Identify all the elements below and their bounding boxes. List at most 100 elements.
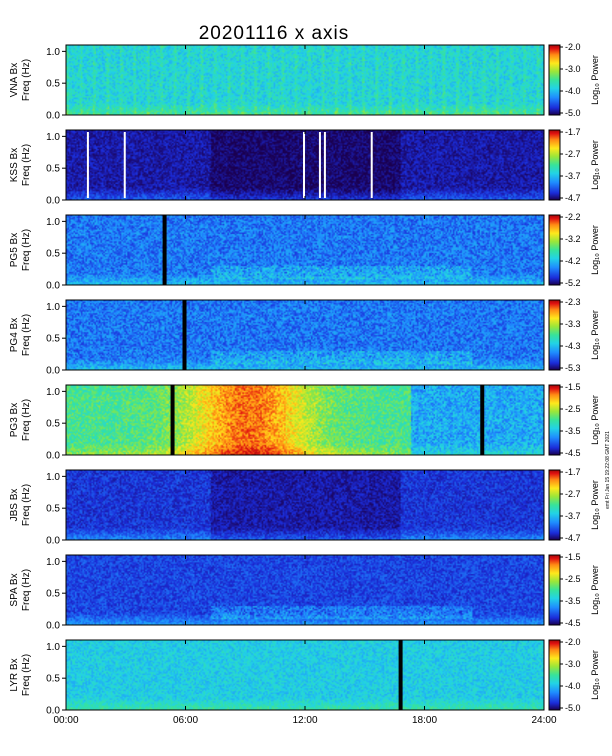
y-tick-label: 0.5 — [46, 249, 60, 260]
panel-vna: 0.0 0.5 1.0 VNA Bx Freq (Hz) -2.0 -3.0 -4.0 -5.0… — [9, 42, 600, 122]
colorbar-label: Log₁₀ Power — [590, 140, 600, 190]
y-tick-label: 0.5 — [46, 674, 60, 685]
spectrogram-heatmap — [66, 470, 544, 540]
colorbar — [548, 129, 561, 201]
freq-axis-label: Freq (Hz) — [21, 144, 32, 186]
colorbar-tick-label: -4.3 — [565, 341, 581, 351]
data-gap-band — [303, 132, 306, 198]
colorbar — [548, 214, 561, 286]
x-tick-label: 06:00 — [173, 715, 198, 726]
colorbar — [548, 469, 561, 541]
colorbar-label: Log₁₀ Power — [590, 565, 600, 615]
data-gap-band — [170, 385, 175, 455]
station-label: KSS Bx — [9, 148, 20, 182]
y-tick-label: 1.0 — [46, 387, 60, 398]
y-tick-label: 1.0 — [46, 132, 60, 143]
colorbar-tick-label: -2.0 — [565, 42, 581, 52]
footnote: emt Fri Jan 15 19:22:08 GMT 2021 — [605, 431, 611, 509]
colorbar-tick-label: -1.5 — [565, 552, 581, 562]
colorbar-tick-label: -3.5 — [565, 596, 581, 606]
colorbar-label: Log₁₀ Power — [590, 480, 600, 530]
y-tick-label: 0.0 — [46, 706, 60, 717]
x-tick-label: 00:00 — [53, 715, 78, 726]
colorbar-label: Log₁₀ Power — [590, 225, 600, 275]
station-label: VNA Bx — [9, 63, 20, 97]
y-tick-label: 1.0 — [46, 642, 60, 653]
colorbar-tick-label: -4.5 — [565, 448, 581, 458]
spectrogram-heatmap — [66, 45, 544, 115]
y-tick-label: 0.5 — [46, 419, 60, 430]
colorbar-label: Log₁₀ Power — [590, 395, 600, 445]
colorbar-tick-label: -2.7 — [565, 149, 581, 159]
colorbar-tick-label: -1.7 — [565, 127, 581, 137]
station-label: SPA Bx — [9, 573, 20, 606]
data-gap-band — [398, 640, 403, 710]
colorbar-tick-label: -2.5 — [565, 574, 581, 584]
colorbar — [548, 44, 561, 116]
data-gap-band — [182, 300, 187, 370]
data-gap-band — [162, 215, 167, 285]
panel-pg4: 0.0 0.5 1.0 PG4 Bx Freq (Hz) -2.3 -3.3 -4.3 -5.3… — [9, 297, 600, 377]
y-tick-label: 1.0 — [46, 472, 60, 483]
x-axis: 00:00 06:00 12:00 18:00 24:00 — [53, 715, 556, 726]
x-tick-label: 18:00 — [412, 715, 437, 726]
x-tick-label: 24:00 — [531, 715, 556, 726]
y-tick-label: 0.0 — [46, 281, 60, 292]
colorbar — [548, 639, 561, 711]
spectrogram-heatmap — [66, 385, 544, 455]
data-gap-band — [318, 132, 321, 198]
y-tick-label: 1.0 — [46, 217, 60, 228]
freq-axis-label: Freq (Hz) — [21, 654, 32, 696]
spectrogram-heatmap — [66, 300, 544, 370]
colorbar — [548, 554, 561, 626]
colorbar-tick-label: -2.2 — [565, 212, 581, 222]
y-tick-label: 0.0 — [46, 621, 60, 632]
colorbar-tick-label: -4.5 — [565, 618, 581, 628]
spectrogram-heatmap — [66, 640, 544, 710]
y-tick-label: 0.5 — [46, 589, 60, 600]
y-tick-label: 1.0 — [46, 557, 60, 568]
colorbar-tick-label: -1.5 — [565, 382, 581, 392]
colorbar-label: Log₁₀ Power — [590, 55, 600, 105]
y-tick-label: 0.0 — [46, 196, 60, 207]
colorbar-label: Log₁₀ Power — [590, 310, 600, 360]
colorbar-tick-label: -1.7 — [565, 467, 581, 477]
panel-jbs: 0.0 0.5 1.0 JBS Bx Freq (Hz) -1.7 -2.7 -3.7 -4.7… — [9, 467, 600, 547]
colorbar-tick-label: -5.3 — [565, 363, 581, 373]
colorbar-tick-label: -4.2 — [565, 256, 581, 266]
station-label: PG5 Bx — [9, 233, 20, 267]
colorbar-tick-label: -4.7 — [565, 533, 581, 543]
y-tick-label: 0.0 — [46, 366, 60, 377]
colorbar-tick-label: -3.3 — [565, 319, 581, 329]
chart-title: 20201116 x axis — [199, 23, 350, 44]
colorbar-tick-label: -4.7 — [565, 193, 581, 203]
spectrogram-heatmap — [66, 555, 544, 625]
colorbar-tick-label: -3.0 — [565, 64, 581, 74]
freq-axis-label: Freq (Hz) — [21, 59, 32, 101]
colorbar-tick-label: -4.0 — [565, 86, 581, 96]
colorbar-tick-label: -3.7 — [565, 171, 581, 181]
panel-lyr: 0.0 0.5 1.0 LYR Bx Freq (Hz) -2.0 -3.0 -4.0 -5.0… — [9, 637, 600, 717]
spectrogram-heatmap — [66, 215, 544, 285]
station-label: JBS Bx — [9, 489, 20, 522]
colorbar-tick-label: -2.3 — [565, 297, 581, 307]
y-tick-label: 0.0 — [46, 536, 60, 547]
freq-axis-label: Freq (Hz) — [21, 229, 32, 271]
y-tick-label: 1.0 — [46, 47, 60, 58]
colorbar — [548, 299, 561, 371]
colorbar-tick-label: -2.0 — [565, 637, 581, 647]
station-label: PG4 Bx — [9, 318, 20, 352]
colorbar-tick-label: -3.5 — [565, 426, 581, 436]
panel-kss: 0.0 0.5 1.0 KSS Bx Freq (Hz) -1.7 -2.7 -3.7 -4.7… — [9, 127, 600, 207]
freq-axis-label: Freq (Hz) — [21, 569, 32, 611]
freq-axis-label: Freq (Hz) — [21, 399, 32, 441]
colorbar-tick-label: -5.2 — [565, 278, 581, 288]
y-tick-label: 1.0 — [46, 302, 60, 313]
panel-pg3: 0.0 0.5 1.0 PG3 Bx Freq (Hz) -1.5 -2.5 -3.5 -4.5… — [9, 382, 600, 462]
y-tick-label: 0.0 — [46, 451, 60, 462]
panel-spa: 0.0 0.5 1.0 SPA Bx Freq (Hz) -1.5 -2.5 -3.5 -4.5… — [9, 552, 600, 632]
colorbar-tick-label: -2.5 — [565, 404, 581, 414]
y-tick-label: 0.5 — [46, 334, 60, 345]
panel-pg5: 0.0 0.5 1.0 PG5 Bx Freq (Hz) -2.2 -3.2 -4.2 -5.2… — [9, 212, 600, 292]
